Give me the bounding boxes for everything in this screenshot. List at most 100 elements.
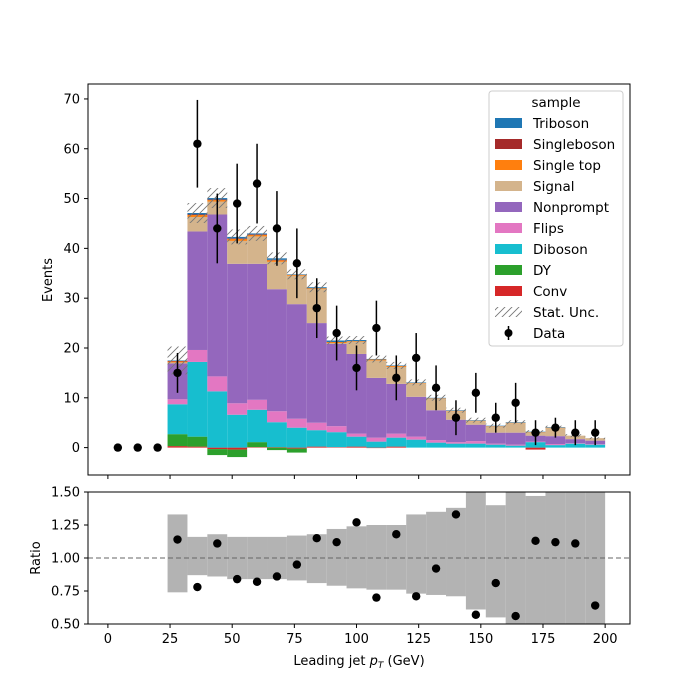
ratio-x-tick-label: 150 xyxy=(468,632,493,647)
data-point xyxy=(292,259,302,268)
bar-diboson xyxy=(366,441,387,448)
bar-conv xyxy=(525,447,546,450)
ratio-x-tick-label: 125 xyxy=(406,632,431,647)
legend-frame xyxy=(488,90,624,347)
bar-flips xyxy=(346,433,367,437)
ratio-point xyxy=(411,592,421,601)
ratio-unc-band xyxy=(306,534,327,584)
main-y-tick-label: 70 xyxy=(63,92,80,107)
ratio-unc-band xyxy=(386,525,407,590)
main-y-axis-label: Events xyxy=(41,258,56,302)
data-point xyxy=(431,383,441,393)
bar-signal xyxy=(247,236,268,264)
data-point xyxy=(411,353,421,363)
stat-unc-band xyxy=(187,203,208,223)
bar-nonprompt xyxy=(465,424,486,442)
bar-flips xyxy=(426,440,447,443)
ratio-point xyxy=(232,574,242,584)
legend-swatch-flips xyxy=(495,223,522,233)
data-point xyxy=(451,413,461,422)
ratio-unc-band xyxy=(366,525,387,590)
ratio-x-tick-label: 200 xyxy=(593,632,618,647)
ratio-unc-band xyxy=(207,534,228,577)
data-point xyxy=(332,328,341,338)
stat-unc-band xyxy=(366,355,387,363)
bar-flips xyxy=(465,441,486,444)
ratio-unc-band xyxy=(346,526,367,589)
ratio-point xyxy=(590,601,600,610)
ratio-point xyxy=(213,539,222,548)
ratio-point xyxy=(193,582,202,592)
legend-label-conv: Conv xyxy=(533,284,567,300)
ratio-point xyxy=(471,610,481,619)
legend-label-single-top: Single top xyxy=(533,158,601,174)
ratio-point xyxy=(292,560,302,569)
data-point xyxy=(392,373,401,383)
legend-title: sample xyxy=(531,95,580,111)
main-y-tick-label: 10 xyxy=(63,391,80,406)
ratio-x-tick-label: 0 xyxy=(104,632,112,647)
ratio-unc-band xyxy=(406,514,427,594)
ratio-x-tick-label: 100 xyxy=(344,632,369,647)
ratio-point xyxy=(392,530,401,539)
legend-label-diboson: Diboson xyxy=(533,242,588,258)
x-axis-label-unit: (GeV) xyxy=(383,654,424,669)
data-point xyxy=(133,443,142,452)
bar-signal xyxy=(505,423,526,433)
bar-dy xyxy=(286,448,307,453)
bar-diboson xyxy=(446,443,466,448)
ratio-point xyxy=(173,535,182,544)
bar-conv xyxy=(167,446,188,448)
ratio-point xyxy=(491,578,500,588)
data-point xyxy=(153,443,162,452)
ratio-y-tick-label: 1.00 xyxy=(51,552,80,567)
ratio-unc-band xyxy=(525,495,546,624)
bar-flips xyxy=(485,443,506,445)
bar-flips xyxy=(545,444,566,446)
bar-diboson xyxy=(386,437,407,447)
bar-diboson xyxy=(585,444,606,448)
bar-diboson xyxy=(505,445,526,448)
ratio-point xyxy=(352,518,361,527)
ratio-point xyxy=(451,510,461,519)
bar-nonprompt xyxy=(505,432,526,445)
legend-swatch-single-top xyxy=(495,160,522,170)
legend-swatch-data xyxy=(504,329,513,337)
main-panel: 0 10 20 30 40 50 60 70 Events xyxy=(41,83,631,479)
data-point xyxy=(352,363,361,373)
ratio-y-tick-label: 1.50 xyxy=(51,486,80,501)
legend-label-stat-unc: Stat. Unc. xyxy=(533,305,599,321)
bar-diboson xyxy=(306,430,327,447)
bar-flips xyxy=(207,376,228,392)
x-axis-label: Leading jet pT (GeV) xyxy=(293,654,424,671)
bar-nonprompt xyxy=(386,383,407,434)
legend-label-dy: DY xyxy=(533,263,552,279)
bar-conv xyxy=(227,447,248,450)
bar-flips xyxy=(306,422,327,431)
ratio-point xyxy=(531,536,540,546)
ratio-point xyxy=(272,572,282,581)
legend-label-nonprompt: Nonprompt xyxy=(533,200,609,216)
main-y-tick-label: 40 xyxy=(63,242,80,257)
legend-swatch-triboson xyxy=(495,118,522,128)
ratio-plot-area xyxy=(88,492,630,624)
data-point xyxy=(173,368,182,378)
ratio-point xyxy=(312,534,321,543)
data-point xyxy=(213,224,222,233)
data-point xyxy=(232,199,242,208)
legend-swatch-diboson xyxy=(495,244,522,254)
data-point xyxy=(252,179,262,188)
ratio-y-ticks: 0.50 0.75 1.00 1.25 1.50 xyxy=(51,486,88,633)
data-point xyxy=(272,224,282,233)
bar-flips xyxy=(505,444,526,446)
bar-signal xyxy=(227,240,248,264)
bar-dy xyxy=(247,442,268,448)
bar-nonprompt xyxy=(267,289,287,412)
data-point xyxy=(590,428,600,437)
bar-flips xyxy=(446,442,466,444)
stat-unc-band xyxy=(247,225,268,241)
bar-conv xyxy=(286,447,307,449)
bar-nonprompt xyxy=(346,353,367,434)
bar-nonprompt xyxy=(485,432,506,444)
